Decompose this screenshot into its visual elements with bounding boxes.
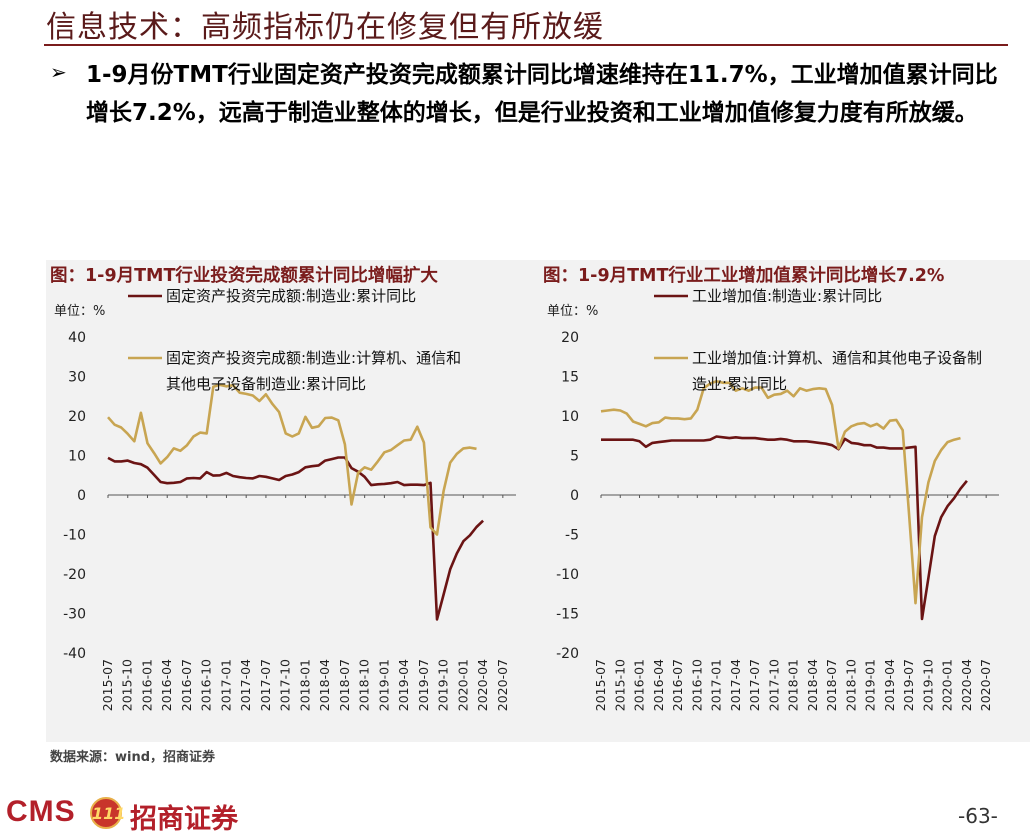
logo-cn-text: 招商证券 (130, 804, 238, 835)
x-tick-label: 2020-04 (959, 659, 974, 711)
x-tick-label: 2016-01 (632, 659, 647, 711)
unit-label: 单位：% (54, 304, 105, 319)
source-note: 数据来源：wind，招商证券 (50, 750, 216, 765)
x-tick-label: 2016-10 (689, 659, 704, 711)
y-tick-label: 40 (68, 330, 86, 346)
chart-panel-right: 图：1-9月TMT行业工业增加值累计同比增长7.2% 单位：% 20 15 10 5 0 -… (539, 260, 1030, 742)
x-tick-label: 2019-07 (416, 659, 431, 711)
x-tick-label: 2017-10 (278, 659, 293, 711)
x-tick-label: 2016-07 (179, 659, 194, 711)
y-tick-label: 10 (561, 409, 579, 425)
x-tick-label: 2018-07 (824, 659, 839, 711)
x-tick-label: 2018-10 (357, 659, 372, 711)
series-line-manufacturing (107, 456, 484, 621)
x-tick-label: 2017-07 (258, 659, 273, 711)
x-tick-label: 2015-10 (120, 659, 135, 711)
x-tick-label: 2015-07 (100, 659, 115, 711)
x-tick-label: 2018-04 (805, 659, 820, 711)
x-tick-label: 2019-04 (882, 659, 897, 711)
bullet-text: 1-9月份TMT行业固定资产投资完成额累计同比增速维持在11.7%，工业增加值累… (86, 62, 998, 126)
legend-label: 其他电子设备制造业:累计同比 (166, 375, 366, 393)
x-tick-label: 2019-10 (920, 659, 935, 711)
y-tick-label: 20 (561, 330, 579, 346)
logo-cms-text: CMS (6, 795, 76, 828)
x-tick-label: 2017-04 (238, 659, 253, 711)
x-tick-label: 2017-01 (709, 659, 724, 711)
chart-title-right: 图：1-9月TMT行业工业增加值累计同比增长7.2% (543, 266, 945, 286)
x-tick-label: 2020-07 (978, 659, 993, 711)
chart-panel-left: 图：1-9月TMT行业投资完成额累计同比增幅扩大 单位：% 40 30 20 10 0 -1… (46, 260, 539, 742)
unit-label: 单位：% (547, 304, 598, 319)
legend-label: 工业增加值:计算机、通信和其他电子设备制 (692, 349, 982, 367)
y-tick-label: 30 (68, 370, 86, 386)
y-tick-label: 20 (68, 409, 86, 425)
x-tick-label: 2017-04 (728, 659, 743, 711)
x-tick-label: 2016-10 (199, 659, 214, 711)
x-tick-label: 2020-04 (475, 659, 490, 711)
logo-badge-icon: 111 (90, 797, 126, 829)
y-tick-label: -20 (556, 646, 579, 662)
x-tick-label: 2016-07 (670, 659, 685, 711)
x-tick-label: 2017-07 (747, 659, 762, 711)
series-line-manufacturing (601, 435, 968, 621)
legend-label: 固定资产投资完成额:制造业:累计同比 (166, 287, 416, 305)
x-tick-label: 2018-10 (843, 659, 858, 711)
chart-right: 单位：% 20 15 10 5 0 -5 -10 -15 -20 2015-07 2015-10 201… (547, 287, 999, 711)
x-tick-label: 2019-01 (376, 659, 391, 711)
x-tick-label: 2018-04 (317, 659, 332, 711)
y-tick-label: 5 (570, 449, 579, 465)
x-tick-label: 2015-07 (593, 659, 608, 711)
chart-left: 单位：% 40 30 20 10 0 -10 -20 -30 -40 2015-07 2015-10 2… (54, 287, 516, 711)
slide-title: 信息技术：高频指标仍在修复但有所放缓 (46, 10, 604, 45)
y-tick-label: -40 (63, 646, 86, 662)
chart-title-left: 图：1-9月TMT行业投资完成额累计同比增幅扩大 (50, 266, 438, 286)
x-tick-label: 2018-01 (786, 659, 801, 711)
bullet-arrow-icon: ➢ (50, 60, 67, 84)
x-tick-label: 2020-07 (495, 659, 510, 711)
y-tick-label: -10 (556, 567, 579, 583)
x-tick-label: 2015-10 (612, 659, 627, 711)
y-tick-label: 10 (68, 449, 86, 465)
x-tick-label: 2019-07 (901, 659, 916, 711)
y-tick-label: 0 (77, 488, 86, 504)
legend-label: 工业增加值:制造业:累计同比 (692, 287, 882, 305)
x-tick-label: 2016-04 (159, 659, 174, 711)
x-tick-label: 2019-04 (396, 659, 411, 711)
y-tick-label: -10 (63, 528, 86, 544)
y-tick-label: 15 (561, 370, 579, 386)
y-tick-label: -15 (556, 607, 579, 623)
x-tick-label: 2018-01 (297, 659, 312, 711)
page-number: -63- (958, 804, 998, 828)
x-tick-label: 2017-10 (766, 659, 781, 711)
x-tick-label: 2016-04 (651, 659, 666, 711)
x-tick-label: 2020-01 (455, 659, 470, 711)
y-tick-label: -20 (63, 567, 86, 583)
title-rule (44, 44, 1008, 46)
x-tick-label: 2019-01 (863, 659, 878, 711)
y-tick-label: -30 (63, 607, 86, 623)
legend-label: 造业:累计同比 (692, 375, 787, 393)
series-line-electronics (600, 379, 961, 605)
x-tick-label: 2016-01 (139, 659, 154, 711)
y-tick-label: 0 (570, 488, 579, 504)
x-tick-label: 2018-07 (337, 659, 352, 711)
logo-badge-text: 111 (92, 804, 126, 823)
x-tick-label: 2017-01 (218, 659, 233, 711)
legend-label: 固定资产投资完成额:制造业:计算机、通信和 (166, 349, 461, 367)
x-tick-label: 2019-10 (436, 659, 451, 711)
y-tick-label: -5 (565, 528, 579, 544)
series-line-electronics (107, 383, 477, 536)
x-tick-label: 2020-01 (940, 659, 955, 711)
